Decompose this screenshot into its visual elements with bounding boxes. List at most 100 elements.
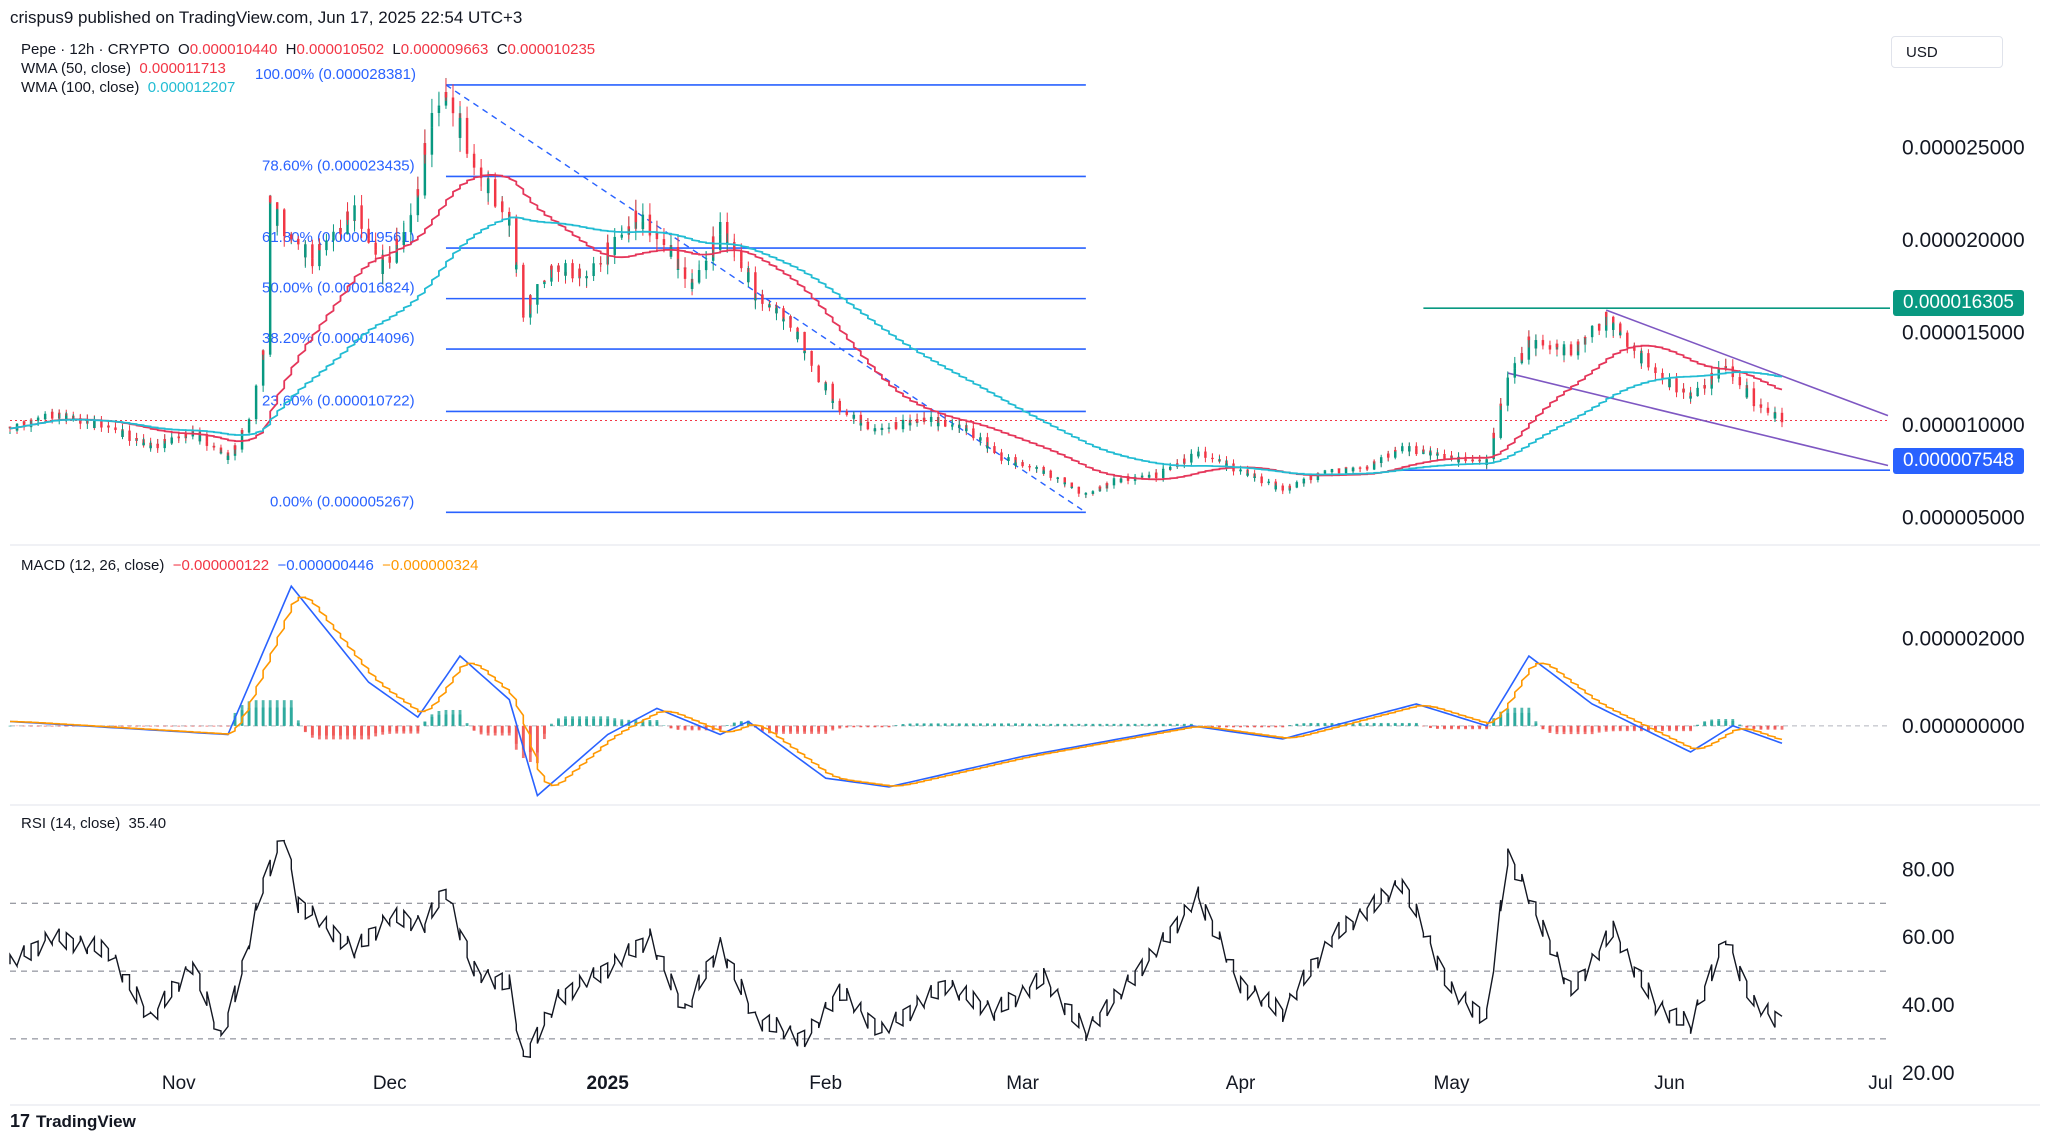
time-axis-label: Nov — [162, 1073, 196, 1094]
macd-histogram-bar — [1668, 725, 1671, 730]
candle-body — [1689, 396, 1692, 399]
macd-histogram-bar — [1541, 725, 1545, 730]
macd-histogram-bar — [1675, 725, 1678, 730]
candle-body — [1394, 449, 1397, 458]
candle-body — [1014, 462, 1017, 466]
macd-histogram-bar — [1393, 723, 1397, 726]
candle-body — [43, 413, 47, 420]
candle-body — [1394, 449, 1397, 452]
macd-histogram-bar — [325, 725, 328, 736]
candle-body — [1169, 466, 1172, 470]
candle-body — [261, 350, 265, 386]
candle-body — [1112, 478, 1116, 480]
macd-histogram-bar — [831, 725, 835, 729]
candle-body — [65, 415, 68, 421]
low-label: L — [392, 41, 401, 58]
candle-body — [1140, 475, 1144, 478]
candle-body — [1604, 311, 1608, 317]
macd-histogram-bar — [1513, 712, 1517, 726]
candle-body — [1204, 453, 1207, 458]
candle-body — [817, 375, 820, 383]
macd-histogram-bar — [1007, 724, 1010, 726]
macd-histogram-bar — [732, 723, 736, 726]
candle-body — [683, 267, 687, 279]
candle-body — [100, 423, 103, 428]
macd-histogram-bar — [1499, 715, 1503, 726]
macd-histogram-bar — [1703, 722, 1707, 726]
candle-body — [1295, 482, 1299, 488]
candle-body — [247, 424, 251, 433]
candle-body — [121, 430, 124, 437]
macd-histogram-bar — [1562, 725, 1566, 732]
macd-histogram-bar — [1035, 724, 1039, 726]
candle-body — [36, 417, 40, 419]
candle-body — [599, 263, 602, 265]
candle-body — [57, 412, 61, 414]
tradingview-logo[interactable]: 17 TradingView — [10, 1111, 136, 1132]
macd-histogram-bar — [543, 725, 546, 734]
candle-body — [1365, 466, 1369, 470]
candle-body — [522, 264, 525, 316]
candle-body — [254, 385, 258, 387]
macd-histogram-bar — [1274, 725, 1278, 727]
macd-histogram-bar — [1689, 725, 1692, 730]
wma100-value: 0.000012207 — [147, 79, 236, 96]
macd-histogram-bar — [1759, 725, 1763, 729]
candle-body — [1070, 482, 1074, 488]
candle-body — [986, 446, 989, 449]
macd-histogram-bar — [1576, 725, 1580, 732]
macd-histogram-bar — [1682, 725, 1685, 730]
candle-body — [1295, 482, 1299, 484]
candle-body — [493, 179, 497, 202]
candle-body — [1358, 467, 1362, 469]
macd-histogram-bar — [1175, 724, 1179, 726]
candle-body — [1668, 378, 1671, 388]
currency-selector[interactable]: USD — [1891, 36, 2003, 68]
macd-histogram-bar — [789, 725, 792, 732]
macd-histogram-bar — [1281, 725, 1285, 727]
candle-body — [1759, 404, 1763, 408]
macd-histogram-bar — [669, 725, 673, 729]
candle-body — [416, 189, 420, 196]
macd-histogram-bar — [1590, 725, 1594, 732]
high-label: H — [285, 41, 297, 58]
candle-body — [353, 205, 356, 221]
macd-histogram-bar — [838, 725, 842, 728]
macd-histogram-bar — [282, 707, 286, 726]
macd-histogram-bar — [1021, 724, 1024, 726]
candle-body — [275, 209, 279, 226]
candle-body — [789, 316, 792, 328]
candle-body — [775, 308, 778, 314]
candle-body — [261, 350, 265, 355]
candle-body — [838, 400, 841, 407]
macd-histogram-bar — [908, 724, 912, 726]
candle-body — [1492, 432, 1495, 438]
candle-body — [1724, 366, 1727, 368]
candle-body — [268, 195, 272, 203]
candle-body — [444, 91, 448, 98]
time-axis-label: Mar — [1006, 1073, 1039, 1094]
candle-body — [1267, 481, 1270, 483]
macd-histogram-bar — [1492, 719, 1496, 726]
macd-histogram-bar — [1632, 725, 1636, 730]
candle-body — [1049, 472, 1052, 478]
macd-histogram-bar — [521, 725, 525, 750]
candle-body — [128, 435, 131, 441]
macd-histogram-bar — [599, 719, 603, 726]
candle-body — [1035, 466, 1038, 469]
candle-body — [339, 227, 342, 235]
candle-body — [1485, 459, 1488, 465]
candle-body — [571, 276, 574, 279]
candle-body — [1260, 479, 1263, 484]
macd-histogram-bar — [1323, 723, 1327, 726]
macd-histogram-bar — [535, 725, 539, 753]
macd-histogram-bar — [261, 707, 265, 726]
candle-body — [936, 422, 940, 427]
macd-histogram-bar — [1105, 724, 1109, 726]
wma100-label: WMA (100, close) — [21, 79, 140, 96]
candle-body — [1077, 489, 1081, 494]
candle-body — [880, 427, 884, 430]
symbol-name: Pepe · 12h · CRYPTO — [21, 41, 170, 58]
candle-body — [332, 231, 335, 238]
resistance-price-label: 0.000016305 — [1893, 290, 2024, 316]
